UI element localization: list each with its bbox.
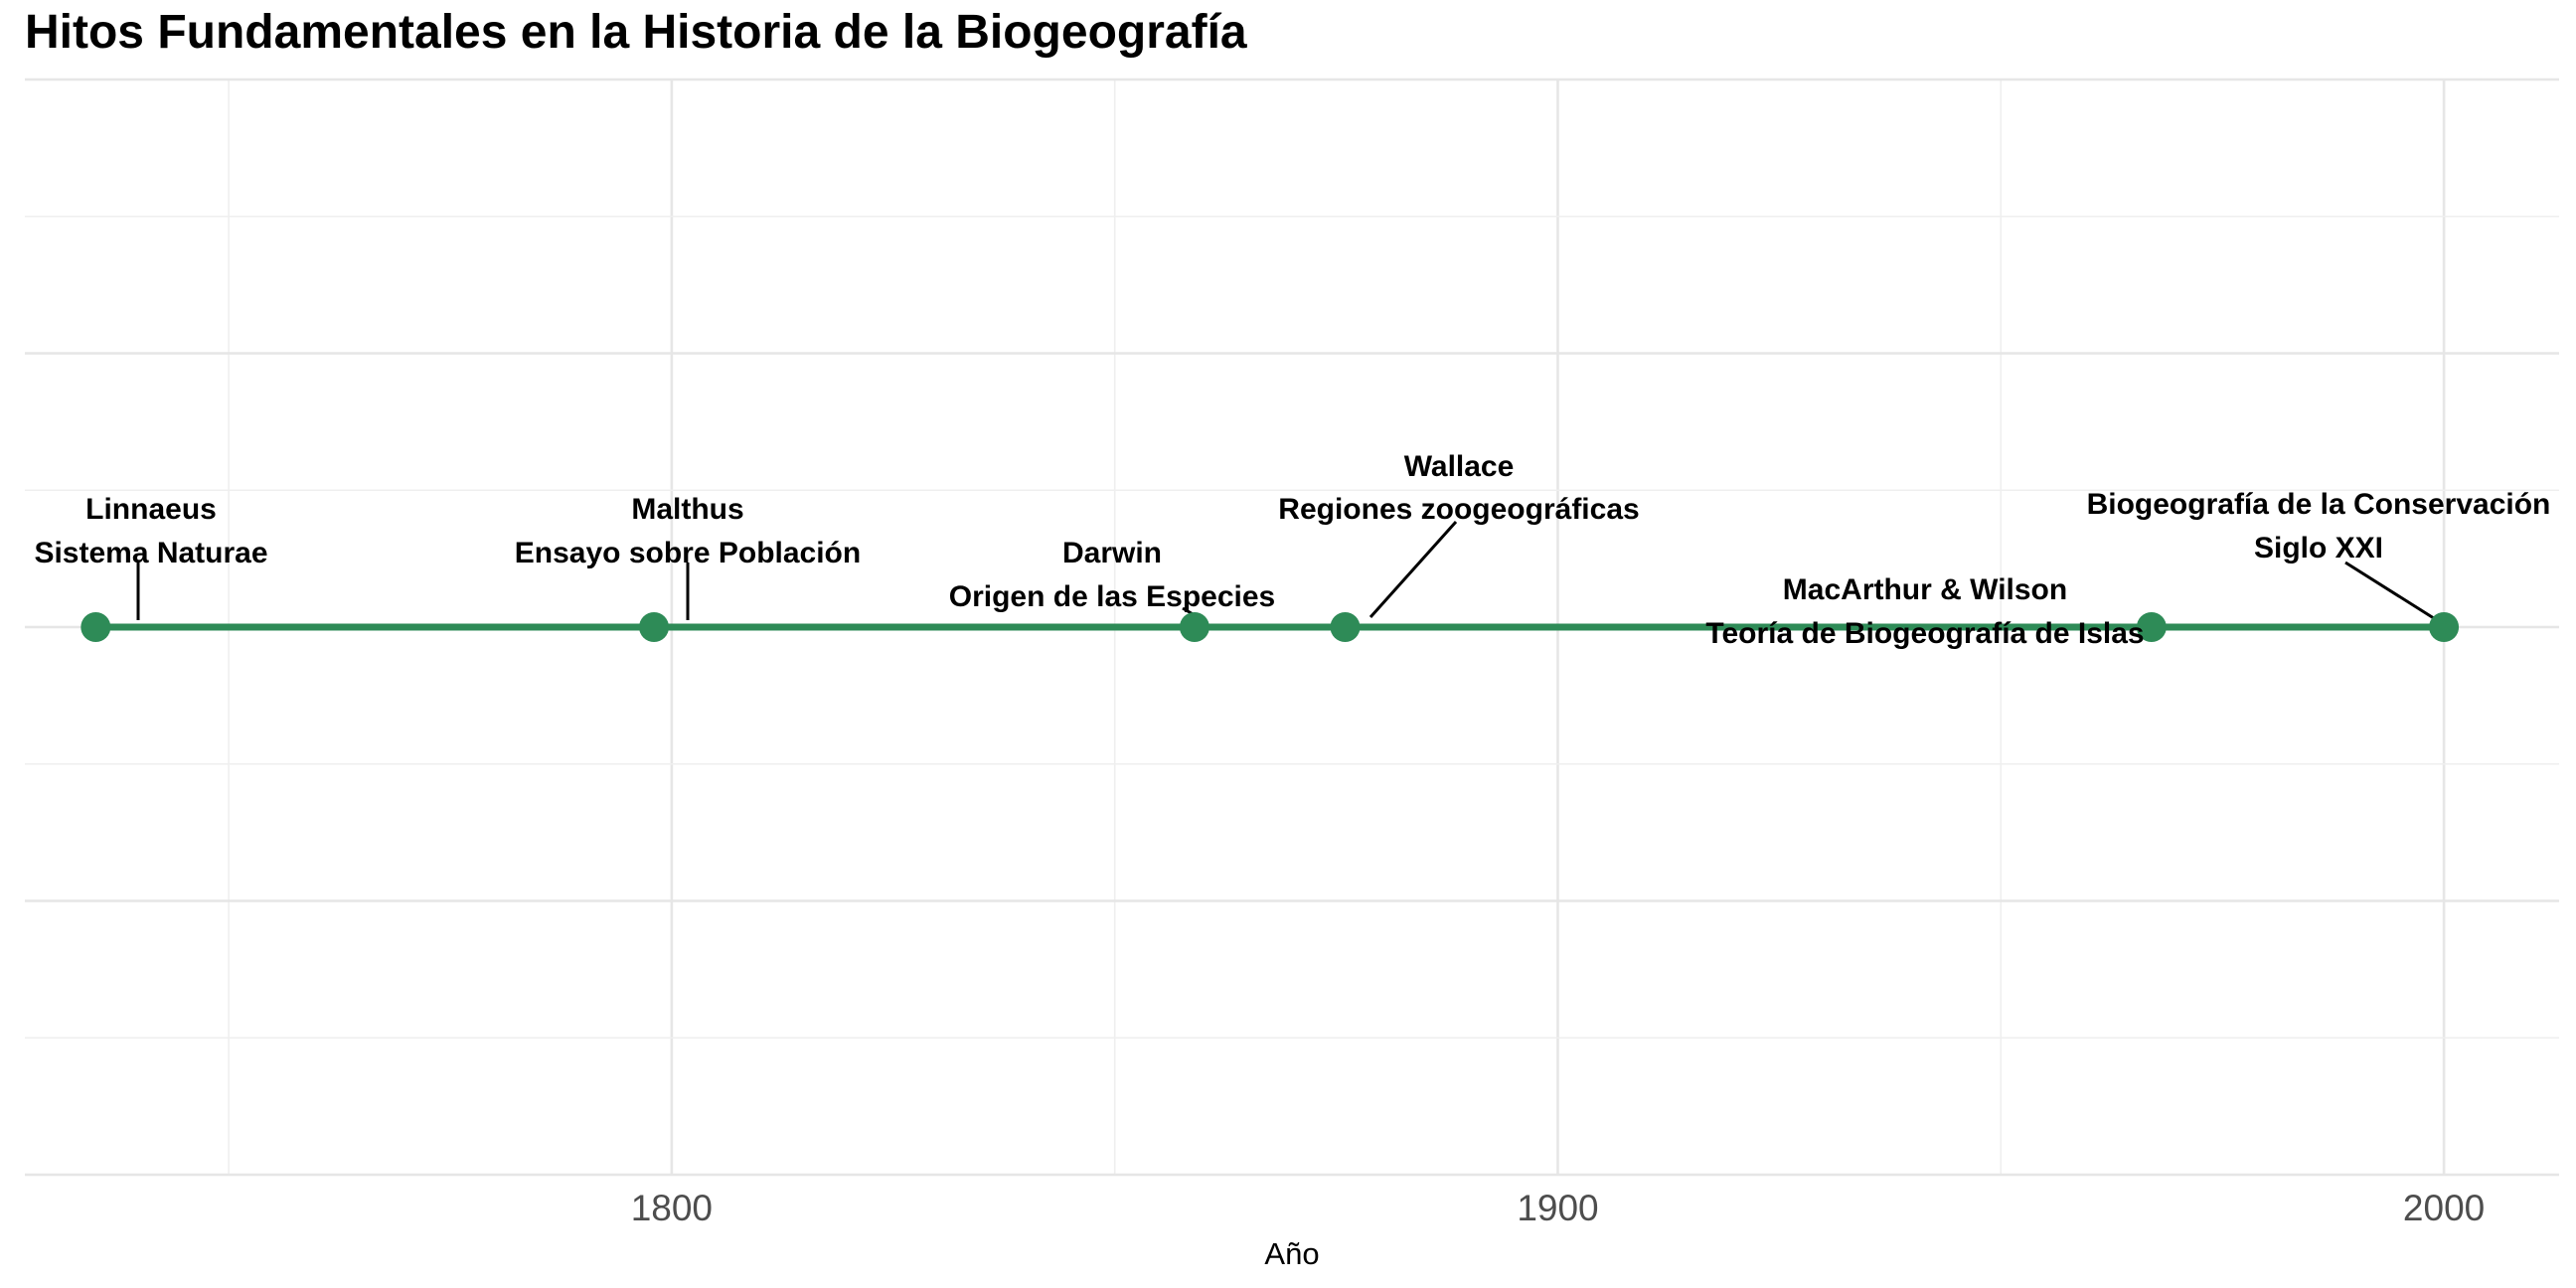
x-tick-label: 2000 xyxy=(2403,1188,2485,1228)
label-connector xyxy=(2344,561,2438,622)
timeline-point xyxy=(80,612,111,642)
point-label-name: Darwin xyxy=(1062,537,1162,569)
point-label-name: Wallace xyxy=(1404,450,1515,483)
chart-title: Hitos Fundamentales en la Historia de la… xyxy=(25,6,1247,59)
point-label-work: Siglo XXI xyxy=(2254,532,2383,564)
x-tick-label: 1800 xyxy=(631,1188,713,1228)
point-label-work: Teoría de Biogeografía de Islas xyxy=(1705,617,2144,650)
point-label-work: Ensayo sobre Población xyxy=(515,537,861,569)
point-label-name: MacArthur & Wilson xyxy=(1783,573,2067,606)
timeline-point xyxy=(2136,612,2167,642)
label-connectors xyxy=(136,520,2438,624)
label-connector xyxy=(1368,520,1458,619)
point-label-name: Linnaeus xyxy=(85,493,217,526)
point-label-name: Biogeografía de la Conservación xyxy=(2087,488,2551,521)
timeline-point xyxy=(1179,612,1209,642)
timeline-point xyxy=(639,612,670,642)
point-label-work: Regiones zoogeográficas xyxy=(1278,493,1639,526)
point-label-work: Sistema Naturae xyxy=(34,537,267,569)
series xyxy=(80,612,2460,642)
x-axis-label: Año xyxy=(1264,1236,1319,1271)
point-label-work: Origen de las Especies xyxy=(949,580,1276,613)
point-labels: Linnaeus Sistema Naturae Malthus Ensayo sob… xyxy=(34,450,2550,650)
x-tick-label: 1900 xyxy=(1517,1188,1598,1228)
point-label-name: Malthus xyxy=(631,493,743,526)
x-axis-ticks: 1800 1900 2000 xyxy=(631,1188,2486,1228)
timeline-point xyxy=(1330,612,1361,642)
timeline-point xyxy=(2429,612,2460,642)
